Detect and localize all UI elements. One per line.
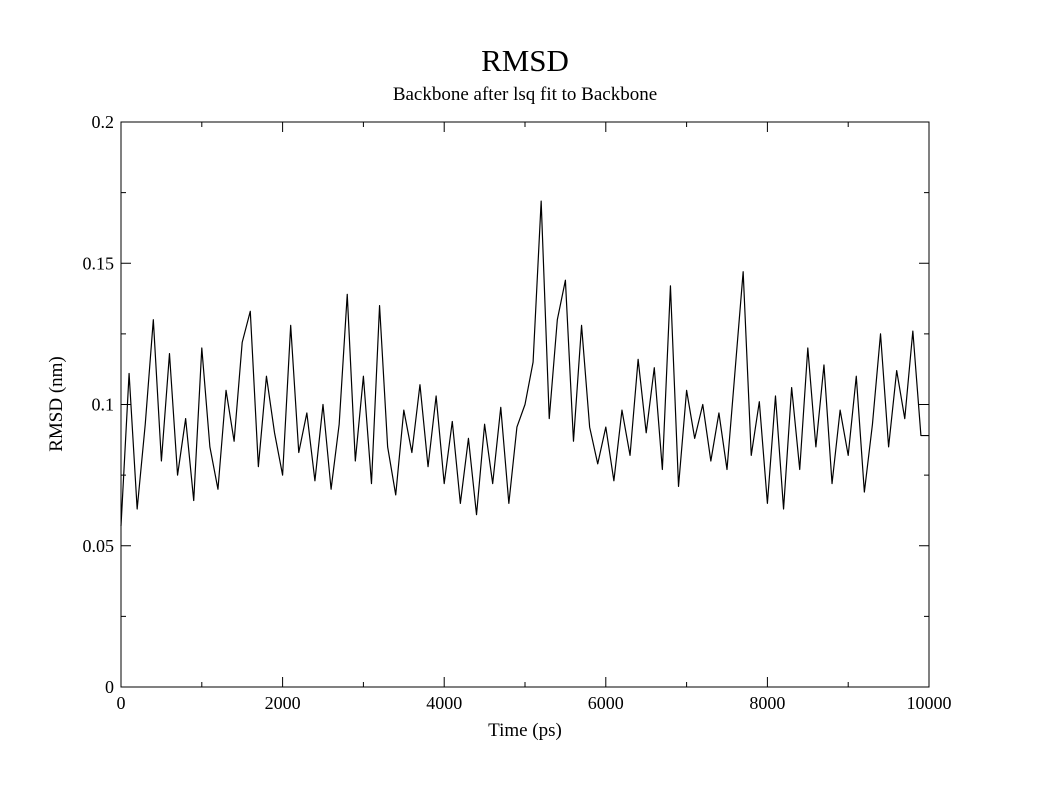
y-tick-label: 0.15 (83, 253, 115, 273)
x-tick-label: 10000 (907, 693, 952, 713)
x-tick-label: 6000 (588, 693, 624, 713)
series-group (120, 200, 929, 527)
x-axis-label: Time (ps) (488, 720, 562, 741)
series-line (120, 200, 929, 527)
axis-ticks: 0 2000 4000 6000 8000 10000 0 0.05 0.1 0.15 0.2 (83, 112, 952, 713)
y-tick-label: 0.05 (83, 536, 115, 556)
y-tick-label: 0.1 (92, 395, 115, 415)
x-tick-label: 4000 (426, 693, 462, 713)
chart-subtitle: Backbone after lsq fit to Backbone (393, 84, 657, 105)
x-tick-label: 2000 (265, 693, 301, 713)
y-tick-label: 0 (105, 677, 114, 697)
x-tick-label: 8000 (749, 693, 785, 713)
y-axis-label: RMSD (nm) (46, 356, 67, 452)
x-tick-label: 0 (117, 693, 126, 713)
chart-title: RMSD (481, 43, 569, 78)
y-tick-label: 0.2 (92, 112, 115, 132)
